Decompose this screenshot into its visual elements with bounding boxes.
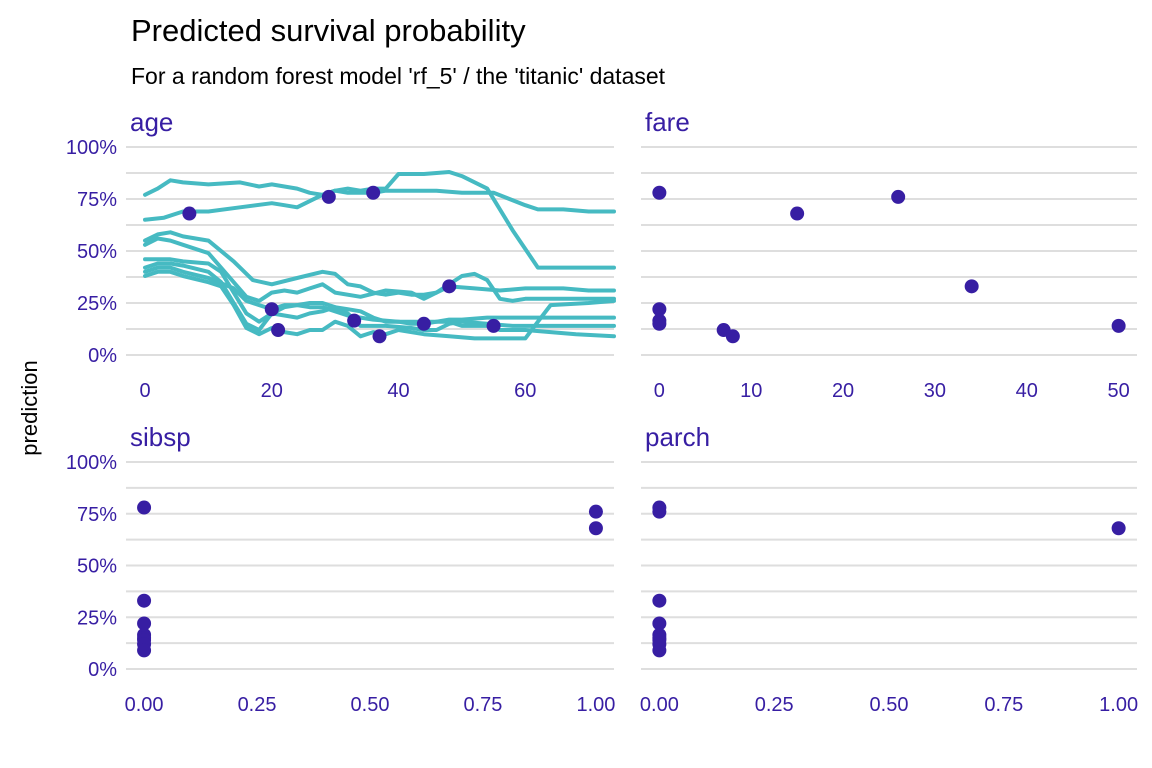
x-tick-label: 0 (654, 380, 665, 402)
panel-title-sibsp: sibsp (130, 422, 191, 452)
observation-point (652, 302, 667, 317)
y-axis-label: prediction (17, 360, 42, 455)
panels: age 0% 25% 50% 75% 100% 0 20 40 60 fare 0 10 20 30 40 50… (66, 107, 1138, 716)
observation-point (486, 318, 501, 333)
x-tick-label: 0.75 (463, 694, 502, 716)
panel-age: age 0% 25% 50% 75% 100% 0 20 40 60 (66, 107, 616, 402)
observation-point (366, 185, 381, 200)
x-tick-label: 0.50 (870, 694, 909, 716)
observation-point (1111, 521, 1126, 536)
profile-line (143, 236, 616, 303)
profile-line (143, 265, 616, 326)
observation-point (790, 206, 805, 221)
x-tick-label: 40 (387, 380, 409, 402)
observation-point (652, 616, 667, 631)
observation-point (137, 643, 152, 658)
observation-point (891, 189, 906, 204)
panel-sibsp: sibsp 0% 25% 50% 75% 100% 0.00 0.25 0.50 0.75 1.00 (66, 422, 616, 716)
profile-line (143, 170, 616, 270)
observation-point (442, 279, 457, 294)
profile-line (143, 269, 616, 341)
y-tick-label: 75% (77, 189, 117, 211)
panel-title-fare: fare (645, 107, 690, 137)
panel-title-age: age (130, 107, 173, 137)
panel-parch: parch 0.00 0.25 0.50 0.75 1.00 (640, 422, 1138, 716)
observation-point (652, 316, 667, 331)
observation-point (372, 329, 387, 344)
observation-point (725, 329, 740, 344)
observation-point (964, 279, 979, 294)
observation-point (588, 504, 603, 519)
x-tick-label: 0.00 (640, 694, 679, 716)
profile-line (143, 178, 616, 214)
x-tick-label: 20 (832, 380, 854, 402)
y-tick-label: 100% (66, 452, 117, 474)
y-tick-label: 0% (88, 659, 117, 681)
observation-point (347, 313, 362, 328)
observation-point (1111, 318, 1126, 333)
y-tick-label: 50% (77, 556, 117, 578)
observation-point (652, 633, 667, 648)
x-tick-label: 10 (740, 380, 762, 402)
x-tick-label: 0 (139, 380, 150, 402)
y-tick-label: 0% (88, 345, 117, 367)
x-tick-label: 50 (1108, 380, 1130, 402)
x-tick-label: 30 (924, 380, 946, 402)
observation-point (588, 521, 603, 536)
x-tick-label: 1.00 (576, 694, 615, 716)
chart-title: Predicted survival probability (131, 13, 526, 48)
observation-point (321, 189, 336, 204)
x-tick-label: 0.25 (755, 694, 794, 716)
y-tick-label: 25% (77, 293, 117, 315)
y-tick-label: 100% (66, 137, 117, 159)
observation-point (652, 185, 667, 200)
observation-point (271, 323, 286, 338)
observation-point (137, 616, 152, 631)
y-tick-label: 75% (77, 504, 117, 526)
x-tick-label: 1.00 (1099, 694, 1138, 716)
x-tick-label: 20 (261, 380, 283, 402)
observation-point (652, 643, 667, 658)
x-tick-label: 0.50 (351, 694, 390, 716)
x-tick-label: 0.25 (238, 694, 277, 716)
observation-point (652, 593, 667, 608)
panel-title-parch: parch (645, 422, 710, 452)
x-tick-label: 60 (514, 380, 536, 402)
chart-subtitle: For a random forest model 'rf_5' / the '… (131, 63, 666, 89)
observation-point (137, 593, 152, 608)
y-tick-label: 50% (77, 241, 117, 263)
x-tick-label: 40 (1016, 380, 1038, 402)
panel-fare: fare 0 10 20 30 40 50 (641, 107, 1137, 402)
observation-point (264, 302, 279, 317)
observation-point (416, 316, 431, 331)
x-tick-label: 0.00 (125, 694, 164, 716)
observation-point (652, 504, 667, 519)
x-tick-label: 0.75 (984, 694, 1023, 716)
observation-point (137, 500, 152, 515)
observation-point (182, 206, 197, 221)
y-tick-label: 25% (77, 607, 117, 629)
